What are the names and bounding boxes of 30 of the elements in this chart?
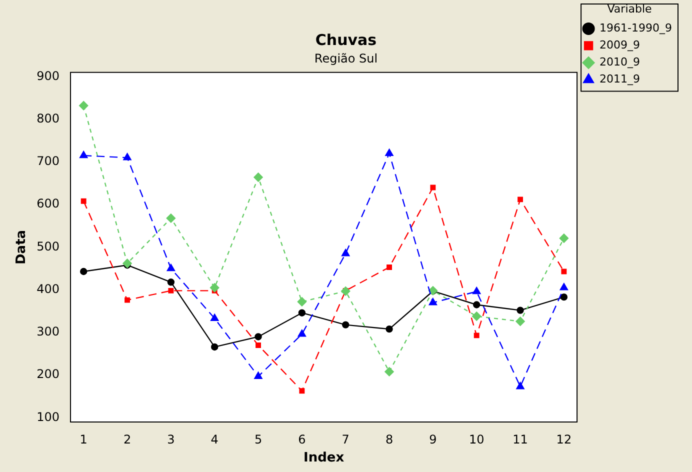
x-tick-label: 5 (254, 432, 262, 446)
y-tick-label: 600 (36, 196, 60, 211)
x-tick-label: 9 (429, 432, 437, 446)
x-axis-title: Index (303, 450, 345, 466)
y-tick-label: 900 (36, 68, 60, 83)
y-axis-title: Data (14, 230, 30, 264)
y-tick-label: 100 (36, 410, 60, 424)
legend-title: Variable (607, 2, 652, 16)
y-tick-label: 800 (36, 111, 60, 126)
legend-label: 2010_9 (600, 56, 640, 69)
x-tick-label: 2 (123, 432, 132, 446)
x-tick-label: 3 (167, 432, 175, 446)
x-tick-label: 12 (556, 432, 572, 446)
legend-label: 2011_9 (600, 72, 640, 86)
chart-subtitle: Região Sul (314, 51, 378, 66)
x-tick-label: 10 (468, 432, 484, 446)
legend-label: 1961-1990_9 (600, 22, 672, 35)
x-tick-label: 1 (80, 432, 88, 446)
y-tick-label: 300 (36, 324, 60, 339)
x-tick-label: 4 (210, 432, 218, 446)
y-tick-label: 400 (36, 282, 60, 296)
y-tick-label: 700 (36, 154, 60, 168)
y-tick-label: 200 (36, 367, 60, 382)
x-tick-label: 8 (385, 432, 394, 446)
x-tick-label: 6 (298, 432, 306, 446)
x-tick-label: 7 (342, 432, 350, 446)
y-tick-label: 500 (36, 239, 60, 254)
x-tick-label: 11 (512, 432, 528, 446)
legend-label: 2009_9 (600, 38, 640, 52)
chart-title: Chuvas (315, 30, 377, 49)
